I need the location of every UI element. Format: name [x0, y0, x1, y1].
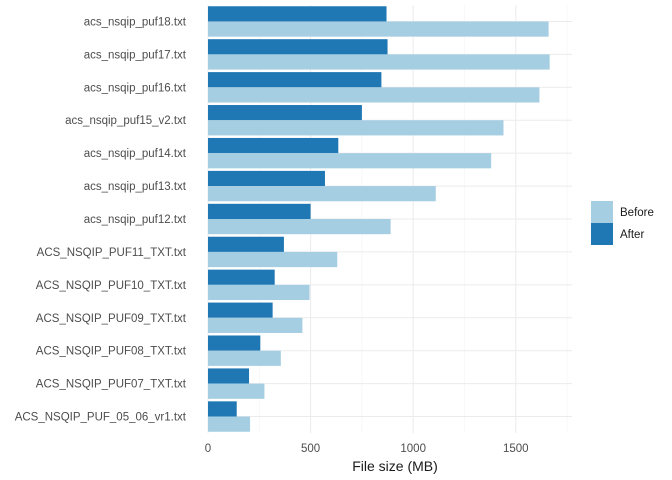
y-tick-label: ACS_NSQIP_PUF08_TXT.txt	[36, 346, 187, 358]
x-tick-label: 0	[205, 443, 211, 455]
bar-after	[208, 39, 388, 55]
y-tick-label: ACS_NSQIP_PUF11_TXT.txt	[37, 247, 187, 259]
bar-after	[208, 401, 237, 417]
bar-before	[208, 251, 338, 268]
x-axis-ticks: 0 500 1000 1500	[205, 443, 529, 455]
x-tick-label: 1000	[400, 443, 426, 455]
bar-after	[208, 137, 339, 154]
y-tick-label: acs_nsqip_puf15_v2.txt	[65, 115, 187, 127]
y-tick-label: ACS_NSQIP_PUF_05_06_vr1.txt	[15, 412, 187, 424]
y-tick-label: acs_nsqip_puf16.txt	[84, 82, 187, 94]
y-tick-label: acs_nsqip_puf12.txt	[84, 214, 187, 226]
bar-after	[208, 302, 273, 318]
bar-before	[208, 120, 504, 136]
bar-after	[208, 335, 261, 351]
bar-before	[208, 87, 540, 103]
bar-before	[208, 54, 550, 70]
x-tick-label: 500	[301, 443, 320, 455]
bar-after	[208, 203, 311, 219]
bar-before	[208, 383, 265, 399]
legend-label-before: Before	[620, 207, 654, 219]
bar-after	[208, 105, 362, 121]
bar-after	[208, 236, 284, 252]
bar-before	[208, 186, 436, 202]
y-tick-label: acs_nsqip_puf17.txt	[84, 49, 187, 61]
y-tick-label: acs_nsqip_puf14.txt	[84, 148, 187, 160]
legend-key-after	[591, 223, 613, 245]
bar-after	[208, 72, 382, 88]
legend: Before After	[591, 201, 654, 245]
bar-after	[208, 170, 325, 187]
bar-before	[208, 219, 391, 235]
bar-before	[208, 284, 310, 301]
y-tick-label: ACS_NSQIP_PUF09_TXT.txt	[36, 313, 187, 325]
bar-before	[208, 153, 492, 169]
legend-key-before	[591, 201, 613, 223]
x-tick-label: 1500	[503, 443, 529, 455]
bar-before	[208, 416, 251, 432]
legend-label-after: After	[620, 229, 644, 241]
bar-before	[208, 350, 281, 366]
bar-before	[208, 21, 549, 37]
bars	[208, 6, 550, 432]
y-tick-label: ACS_NSQIP_PUF07_TXT.txt	[36, 379, 187, 391]
y-axis-labels: acs_nsqip_puf18.txt acs_nsqip_puf17.txtac…	[15, 16, 187, 423]
bar-after	[208, 368, 250, 384]
x-axis-title: File size (MB)	[352, 458, 438, 474]
bar-after	[208, 269, 275, 285]
y-tick-label: ACS_NSQIP_PUF10_TXT.txt	[36, 280, 187, 292]
y-tick-label: acs_nsqip_puf18.txt	[84, 16, 187, 28]
y-tick-label: acs_nsqip_puf13.txt	[84, 181, 187, 193]
bar-after	[208, 6, 387, 22]
bar-before	[208, 317, 303, 333]
